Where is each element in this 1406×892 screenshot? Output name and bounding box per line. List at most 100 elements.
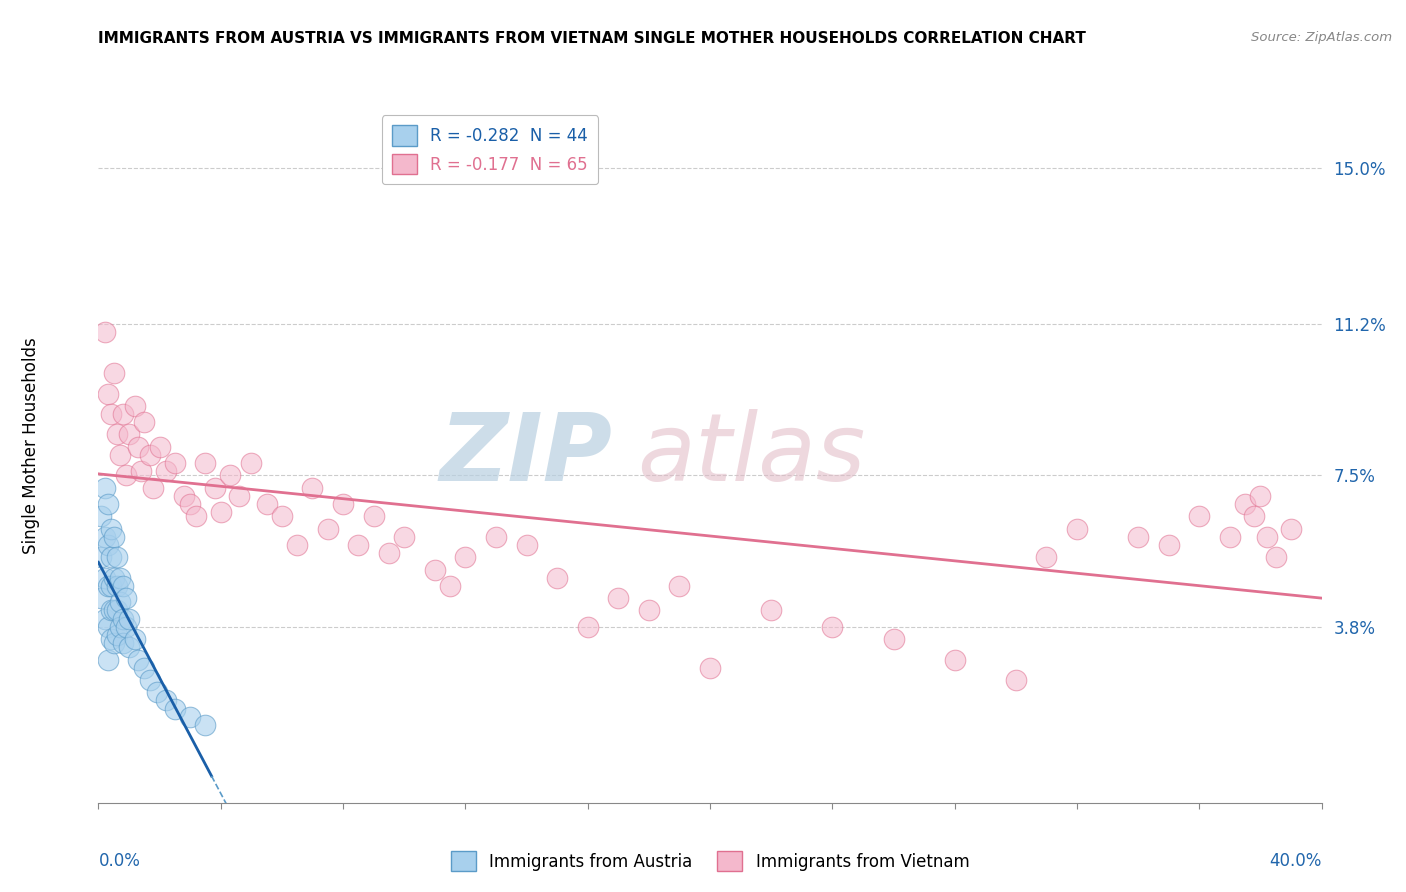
Point <box>93 530 115 544</box>
Point <box>105 603 128 617</box>
Point <box>127 440 149 454</box>
Point <box>90 591 112 606</box>
Point <box>637 603 661 617</box>
Point <box>363 509 385 524</box>
Point <box>1219 530 1241 544</box>
Point <box>139 448 162 462</box>
Point <box>1004 673 1026 687</box>
Point <box>1256 530 1278 544</box>
Point <box>97 386 120 401</box>
Text: Single Mother Households: Single Mother Households <box>22 338 39 554</box>
Point <box>129 464 152 478</box>
Legend: Immigrants from Austria, Immigrants from Vietnam: Immigrants from Austria, Immigrants from… <box>444 845 976 878</box>
Text: ZIP: ZIP <box>439 409 612 501</box>
Point <box>423 562 446 576</box>
Point <box>1279 522 1302 536</box>
Point <box>115 591 138 606</box>
Point <box>316 522 339 536</box>
Point <box>118 640 141 655</box>
Point <box>883 632 905 646</box>
Point <box>759 603 782 617</box>
Point <box>285 538 308 552</box>
Point <box>142 481 165 495</box>
Point <box>103 366 125 380</box>
Point <box>1035 550 1057 565</box>
Point <box>124 632 146 646</box>
Point <box>97 538 120 552</box>
Point <box>1243 509 1265 524</box>
Point <box>943 652 966 666</box>
Point <box>105 628 128 642</box>
Point <box>111 636 134 650</box>
Point <box>1249 489 1271 503</box>
Text: IMMIGRANTS FROM AUSTRIA VS IMMIGRANTS FROM VIETNAM SINGLE MOTHER HOUSEHOLDS CORR: IMMIGRANTS FROM AUSTRIA VS IMMIGRANTS FR… <box>98 31 1087 46</box>
Point <box>1234 497 1257 511</box>
Point <box>93 481 115 495</box>
Point <box>108 571 131 585</box>
Point <box>93 612 115 626</box>
Point <box>270 509 292 524</box>
Point <box>607 591 630 606</box>
Point <box>204 481 226 495</box>
Point <box>240 456 263 470</box>
Point <box>1188 509 1211 524</box>
Point <box>90 550 112 565</box>
Point <box>1157 538 1180 552</box>
Point <box>219 468 242 483</box>
Point <box>105 427 128 442</box>
Point <box>100 522 122 536</box>
Point <box>194 456 217 470</box>
Point <box>103 530 125 544</box>
Point <box>111 407 134 421</box>
Point <box>454 550 477 565</box>
Point <box>392 530 416 544</box>
Point <box>108 448 131 462</box>
Text: 40.0%: 40.0% <box>1270 852 1322 870</box>
Point <box>100 632 122 646</box>
Point <box>115 620 138 634</box>
Point <box>100 407 122 421</box>
Point <box>100 550 122 565</box>
Text: 0.0%: 0.0% <box>98 852 141 870</box>
Point <box>163 701 186 715</box>
Point <box>103 571 125 585</box>
Point <box>347 538 370 552</box>
Point <box>546 571 568 585</box>
Point <box>668 579 690 593</box>
Point <box>111 579 134 593</box>
Point <box>100 603 122 617</box>
Point <box>228 489 250 503</box>
Point <box>301 481 323 495</box>
Point <box>576 620 599 634</box>
Point <box>139 673 162 687</box>
Point <box>90 509 112 524</box>
Point <box>194 718 217 732</box>
Point <box>173 489 195 503</box>
Point <box>134 415 156 429</box>
Point <box>105 550 128 565</box>
Point <box>155 693 177 707</box>
Point <box>155 464 177 478</box>
Point <box>179 497 201 511</box>
Point <box>378 546 401 560</box>
Point <box>821 620 844 634</box>
Point <box>332 497 354 511</box>
Point <box>108 595 131 609</box>
Point <box>439 579 461 593</box>
Point <box>149 440 172 454</box>
Point <box>97 620 120 634</box>
Point <box>179 710 201 724</box>
Point <box>111 612 134 626</box>
Point <box>1264 550 1286 565</box>
Point <box>134 661 156 675</box>
Point <box>127 652 149 666</box>
Point <box>97 579 120 593</box>
Point <box>485 530 508 544</box>
Point <box>108 620 131 634</box>
Point <box>115 468 138 483</box>
Point <box>1066 522 1088 536</box>
Point <box>105 579 128 593</box>
Text: atlas: atlas <box>637 409 865 500</box>
Point <box>516 538 538 552</box>
Point <box>93 325 115 339</box>
